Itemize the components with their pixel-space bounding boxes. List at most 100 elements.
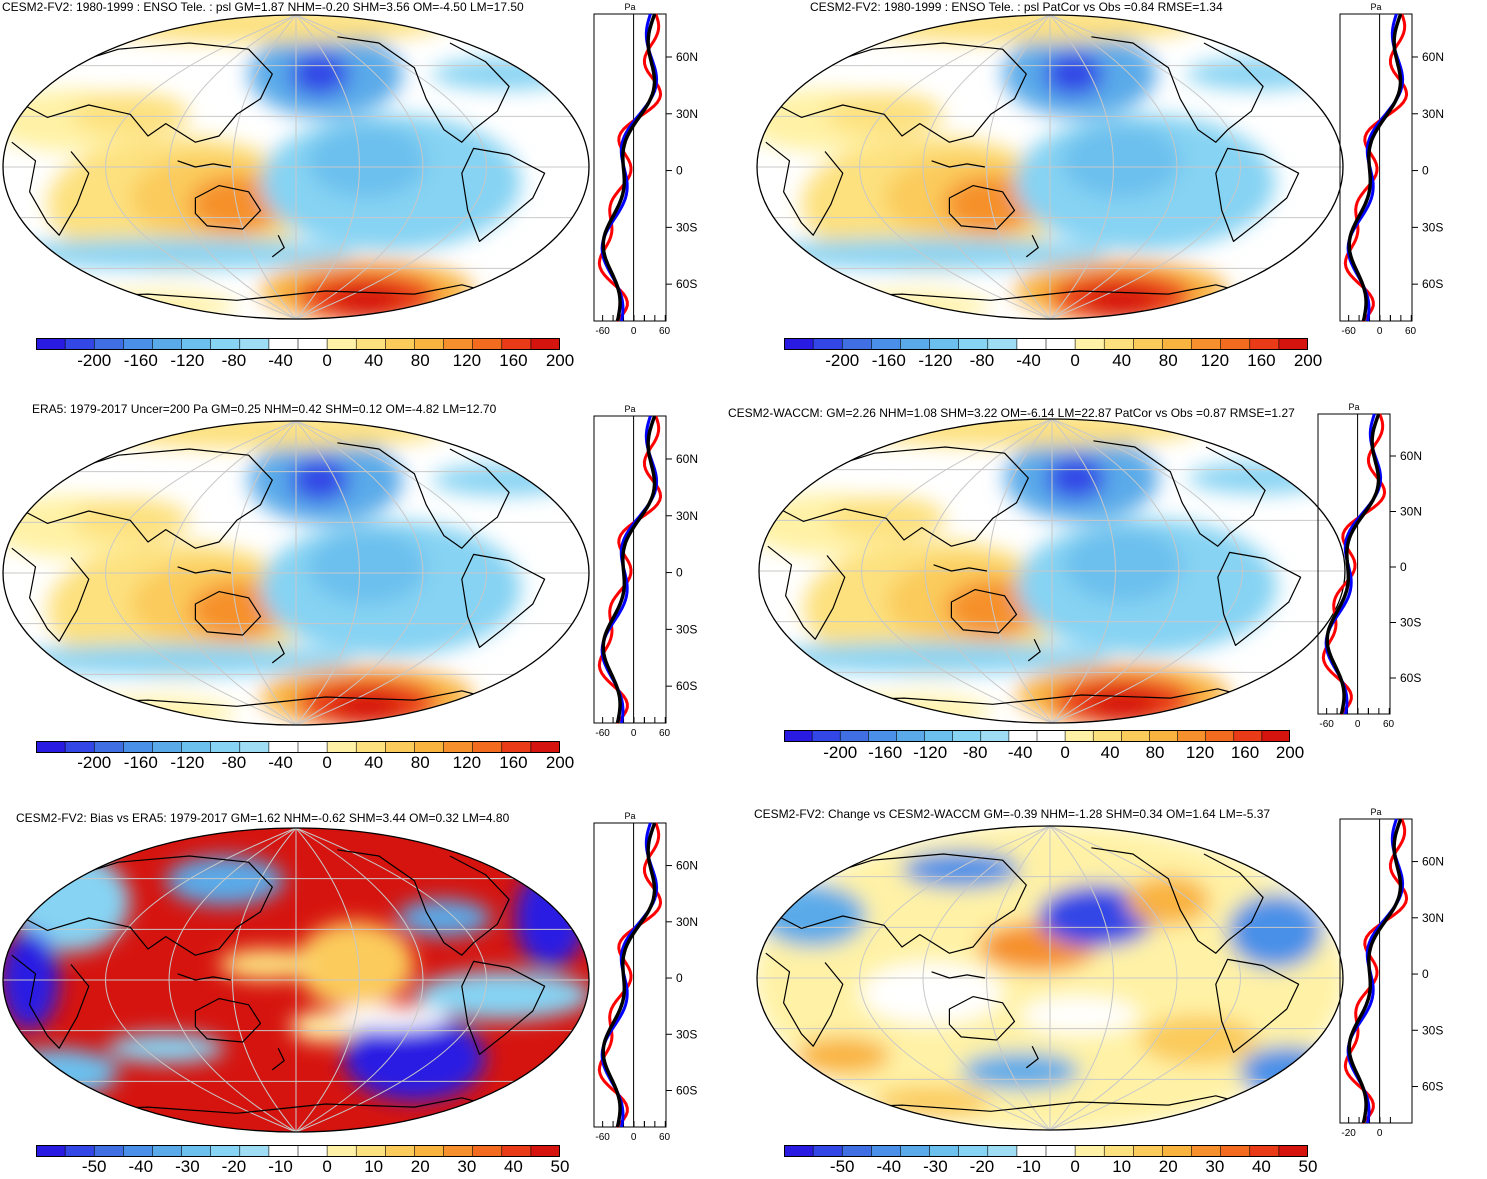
zonal-x-label: 60 [659,326,671,337]
anomaly-region [414,970,589,1021]
zonal-lat-label: 60S [1400,671,1421,685]
colorbar-tick-label: 160 [499,753,528,772]
coastline [1217,551,1302,646]
colorbar-swatch [842,1145,872,1157]
zonal-series-model [1343,818,1409,1125]
zonal-x-label: 60 [659,1132,671,1143]
colorbar-tick-label: -120 [170,351,205,370]
colorbar-tick-label: 40 [364,753,384,772]
zonal-lat-label: 60S [676,277,697,291]
zonal-lat-label: 0 [676,566,683,580]
colorbar-tick-label: 80 [410,351,430,370]
colorbar-swatch [36,1145,66,1157]
anomaly-region [432,58,575,90]
colorbar-swatch [1037,730,1066,742]
colorbar-tick-label: -40 [876,1157,902,1176]
graticule-meridian [295,828,360,1132]
colorbar-swatch [181,741,212,753]
colorbar-swatch [871,1145,901,1157]
zonal-lat-label: 30S [1422,220,1443,234]
zonal-x-label: 0 [1377,1128,1383,1139]
colorbar [36,338,560,350]
colorbar-swatch [210,1145,241,1157]
map-outline [756,825,1344,1131]
colorbar-swatch [1046,1145,1076,1157]
coastline [765,141,844,236]
graticule-meridian [295,421,424,725]
coastline [194,591,262,636]
coastline [948,996,1016,1041]
coastline [933,564,988,572]
colorbar-frame [784,338,1308,350]
graticule-meridian [986,15,1051,319]
colorbar-labels: -200 -160 -120 -80 -40 0 40 80 120 160 200 [36,753,574,775]
graticule-meridian [295,15,424,319]
colorbar-swatch [929,338,960,350]
colorbar-swatch [958,338,989,350]
graticule-meridian [232,828,297,1132]
colorbar-swatch [36,338,66,350]
colorbar-tick-label: 0 [322,753,332,772]
coastline [1215,958,1300,1053]
colorbar-swatch [123,1145,153,1157]
colorbar-swatch [356,741,386,753]
colorbar-swatch [268,1145,299,1157]
colorbar-swatch [239,741,270,753]
colorbar-swatch [1093,730,1122,742]
colorbar-swatch [1149,730,1179,742]
colorbar-swatch [443,741,474,753]
colorbar-tick-label: 120 [452,753,482,772]
colorbar-tick-label: -80 [969,351,995,370]
colorbar-tick-label: -200 [825,351,860,370]
anomaly-region [396,899,492,937]
anomaly-region [860,962,1003,1025]
colorbar-swatch [152,741,183,753]
zonal-series-obs [1346,818,1405,1124]
colorbar-swatch [1233,730,1263,742]
graticule-meridian [105,421,297,725]
zonal-unit-label: Pa [1370,2,1381,12]
colorbar-tick-label: -80 [221,351,247,370]
coastline [271,640,285,664]
zonal-series-mean [1347,818,1403,1124]
coastline [11,42,273,143]
zonal-series-mean [1347,13,1403,322]
colorbar-swatch [210,741,241,753]
anomaly-region [307,529,427,604]
graticule-meridian [232,421,297,725]
coastline [271,234,285,258]
colorbar-swatch [181,338,212,350]
graticule-meridian [168,828,297,1132]
zonal-lat-label: 60N [1422,855,1444,869]
colorbar-tick-label: 120 [1185,743,1215,762]
panel-cesm2-waccm: CESM2-WACCM: GM=2.26 NHM=1.08 SHM=3.22 O… [728,398,1487,783]
colorbar-tick-label: 20 [410,1157,430,1176]
colorbar-swatch [900,1145,931,1157]
anomaly-region [872,1086,991,1118]
colorbar-tick-label: 0 [1070,351,1080,370]
zonal-lat-label: 0 [676,971,683,985]
graticule-meridian [232,15,297,319]
coastline [1250,30,1288,63]
colorbar-tick-label: 40 [1112,351,1132,370]
zonal-lat-label: 30N [1422,107,1444,121]
colorbar [36,741,560,753]
coastline [11,547,90,642]
colorbar-swatch [298,1145,328,1157]
coastline [177,160,232,168]
graticule [759,419,1345,723]
colorbar-swatch [501,741,532,753]
anomaly-region [1188,462,1331,494]
colorbar-swatch [1220,338,1251,350]
zonal-series-mean [1325,413,1381,715]
coastline [11,448,273,549]
panel-title: ERA5: 1979-2017 Uncer=200 Pa GM=0.25 NHM… [32,402,497,416]
coastline [461,960,546,1055]
colorbar-swatch [784,1145,814,1157]
colorbar-tick-label: -10 [1016,1157,1041,1176]
coastline [1215,147,1300,242]
coastline [767,446,1029,547]
zonal-series-model [597,13,663,323]
colorbar-swatch [987,338,1018,350]
anomaly-region [813,291,991,319]
